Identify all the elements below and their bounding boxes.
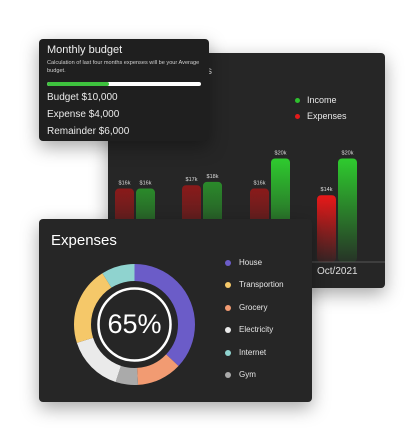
legend-label-grocery: Grocery (239, 303, 268, 312)
legend-income-dot (295, 98, 300, 104)
legend-label-internet: Internet (239, 348, 267, 357)
budget-progress-bar (47, 82, 201, 86)
legend-item-internet: Internet (225, 348, 266, 357)
legend-item-electricity: Electricity (225, 325, 273, 334)
expense-bar (317, 195, 336, 262)
legend-dot-house (225, 259, 231, 266)
bar-value-label: $16k (140, 181, 152, 187)
legend-dot-electricity (225, 326, 231, 333)
legend-item-transportion: Transportion (225, 280, 284, 289)
bar-value-label: $20k (275, 150, 287, 156)
legend-dot-internet (225, 349, 231, 356)
donut-segment-transportion (74, 264, 195, 385)
bar-value-label: $18k (207, 174, 219, 180)
donut-segment-internet (74, 264, 195, 385)
legend-expenses-label: Expenses (307, 111, 347, 121)
expenses-card: Expenses 65% House Transportion Grocery Ele… (39, 219, 312, 402)
legend-income: Income (295, 95, 337, 105)
bar-value-label: $16k (119, 181, 131, 187)
budget-amount: Budget $10,000 (47, 92, 118, 103)
legend-label-transportion: Transportion (239, 280, 284, 289)
donut-inner-ring (97, 287, 172, 362)
budget-description: Calculation of last four months expenses… (47, 60, 200, 74)
legend-expenses-dot (295, 114, 300, 120)
monthly-budget-card: Monthly budget Calculation of last four … (39, 39, 209, 141)
legend-item-gym: Gym (225, 370, 256, 379)
expenses-title: Expenses (51, 232, 117, 249)
budget-title: Monthly budget (47, 44, 123, 56)
remainder-amount: Remainder $6,000 (47, 126, 130, 137)
legend-dot-grocery (225, 304, 231, 311)
bar-value-label: $20k (342, 150, 354, 156)
chart-partial-header: s (207, 66, 212, 77)
legend-expenses: Expenses (295, 111, 347, 121)
legend-dot-gym (225, 371, 231, 378)
budget-progress-fill (47, 82, 109, 86)
bar-value-label: $16k (254, 181, 266, 187)
legend-item-grocery: Grocery (225, 303, 267, 312)
legend-item-house: House (225, 258, 262, 267)
legend-dot-transportion (225, 281, 231, 288)
expense-amount: Expense $4,000 (47, 109, 120, 120)
legend-label-house: House (239, 258, 263, 267)
expenses-donut-chart (74, 264, 195, 385)
legend-income-label: Income (307, 95, 337, 105)
x-axis-month-label: Oct/2021 (317, 266, 358, 277)
bar-value-label: $14k (321, 187, 333, 193)
bar-value-label: $17k (186, 177, 198, 183)
legend-label-gym: Gym (239, 370, 256, 379)
donut-segment-gym (74, 264, 195, 385)
legend-label-electricity: Electricity (239, 325, 274, 334)
income-bar (338, 158, 357, 262)
expenses-percentage: 65% (107, 309, 162, 339)
